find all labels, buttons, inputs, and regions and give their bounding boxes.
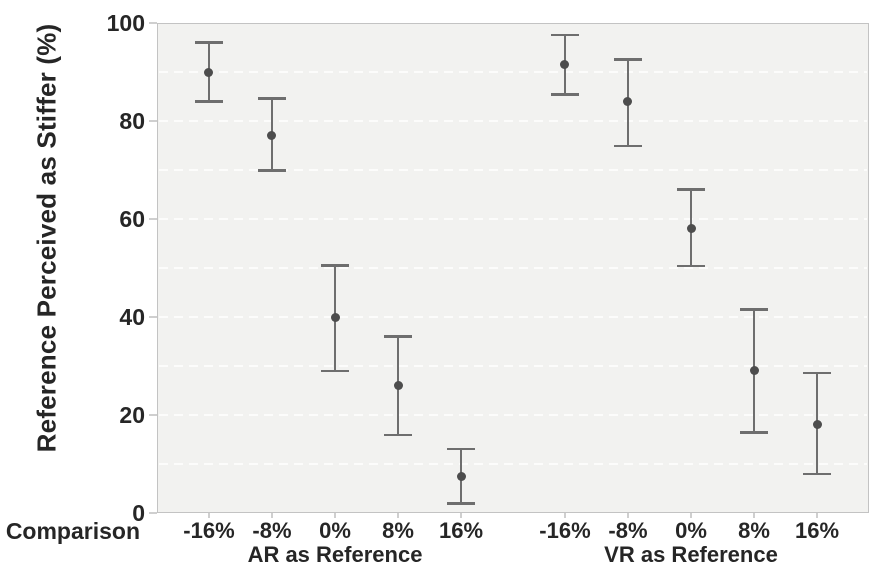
x-tick-label: 8%: [382, 518, 414, 543]
x-tick-mark: [207, 513, 210, 518]
error-bar-cap-top: [321, 264, 349, 267]
x-tick-mark: [626, 513, 629, 518]
data-point-dot: [623, 96, 633, 106]
error-bar-cap-top: [194, 41, 223, 44]
error-bar-cap-top: [384, 335, 412, 338]
error-bar-cap-bottom: [550, 93, 579, 96]
y-tick-label: 80: [119, 108, 145, 134]
x-tick-mark: [690, 513, 692, 518]
x-tick-mark: [334, 513, 336, 518]
x-tick-label: -16%: [539, 518, 591, 543]
x-tick-mark: [816, 513, 819, 518]
data-point-dot: [267, 131, 277, 141]
y-tick-mark: [149, 512, 157, 514]
error-bar-cap-top: [740, 308, 768, 311]
error-bar-cap-bottom: [740, 431, 768, 434]
gridline: [159, 218, 867, 220]
y-axis-title: Reference Perceived as Stiffer (%): [31, 23, 62, 453]
error-bar-cap-top: [677, 188, 705, 191]
x-tick-label: -8%: [608, 518, 648, 543]
gridline: [159, 365, 867, 367]
x-tick-label: 0%: [675, 518, 707, 543]
gridline: [159, 316, 867, 318]
error-bar-cap-bottom: [447, 502, 476, 505]
y-tick-mark: [149, 414, 157, 416]
x-tick-label: 16%: [794, 518, 840, 543]
y-tick-mark: [149, 316, 157, 318]
gridline: [159, 267, 867, 269]
error-bar-cap-top: [613, 58, 642, 61]
data-point-dot: [204, 67, 214, 77]
error-bar-cap-top: [257, 97, 286, 100]
y-tick-label: 40: [119, 304, 145, 330]
gridline: [159, 463, 867, 465]
error-bar-cap-top: [447, 447, 476, 451]
y-tick-mark: [149, 218, 157, 220]
error-bar-cap-bottom: [321, 369, 349, 373]
error-bar-cap-bottom: [384, 433, 412, 437]
gridline: [159, 120, 867, 122]
x-tick-mark: [460, 513, 463, 518]
error-bar-cap-bottom: [677, 264, 705, 268]
x-tick-mark: [270, 513, 273, 518]
data-point-dot: [560, 60, 570, 70]
y-tick-label: 20: [119, 402, 145, 428]
error-bar-cap-bottom: [803, 472, 832, 476]
group-label-ar: AR as Reference: [247, 542, 423, 567]
y-tick-label: 100: [106, 10, 145, 36]
data-point-dot: [456, 471, 466, 481]
x-tick-mark: [753, 513, 755, 518]
x-tick-label: -8%: [252, 518, 292, 543]
x-tick-label: 0%: [319, 518, 351, 543]
data-point-dot: [812, 420, 822, 430]
gridline: [159, 169, 867, 171]
x-tick-label: 16%: [438, 518, 484, 543]
error-bar-cap-top: [550, 33, 579, 37]
x-axis-row-label: Comparison: [5, 518, 140, 544]
data-point-dot: [749, 366, 759, 376]
x-tick-mark: [397, 513, 399, 518]
data-point-dot: [393, 381, 403, 391]
group-label-vr: VR as Reference: [604, 542, 778, 567]
x-tick-mark: [563, 513, 566, 518]
error-bar-cap-bottom: [257, 169, 286, 172]
y-tick-label: 0: [132, 500, 145, 526]
data-point-dot: [686, 224, 696, 234]
y-tick-mark: [149, 120, 157, 122]
error-bar-cap-top: [803, 371, 832, 375]
gridline: [159, 71, 867, 73]
error-bar-cap-bottom: [194, 100, 223, 103]
x-tick-label: 8%: [738, 518, 770, 543]
y-tick-mark: [149, 22, 157, 24]
x-tick-label: -16%: [183, 518, 235, 543]
y-tick-label: 60: [119, 206, 145, 232]
error-bar-cap-bottom: [613, 144, 642, 147]
gridline: [159, 414, 867, 416]
data-point-dot: [330, 312, 340, 322]
